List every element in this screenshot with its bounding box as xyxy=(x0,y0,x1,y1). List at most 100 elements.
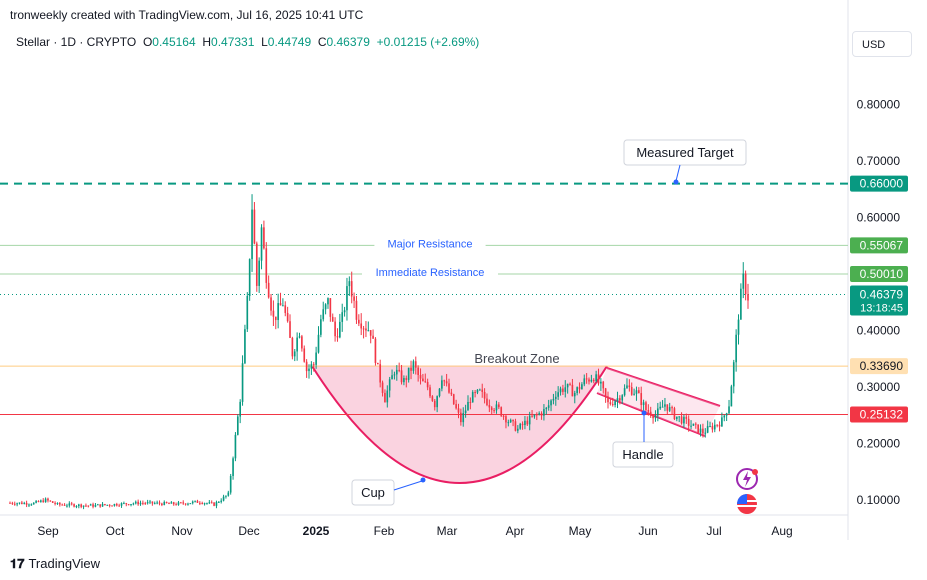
close-value: 0.46379 xyxy=(326,35,370,49)
y-tick-label: 0.40000 xyxy=(857,324,901,338)
handle-upper-line[interactable] xyxy=(606,367,721,407)
candle-body xyxy=(301,336,303,349)
candle-body xyxy=(265,248,268,283)
candle-body xyxy=(32,502,35,505)
candle-body xyxy=(44,498,47,503)
candle-body xyxy=(675,416,678,420)
candle-body xyxy=(645,402,647,410)
us-flag-icon[interactable] xyxy=(737,494,757,514)
candle-body xyxy=(35,501,37,503)
breakout-zone-label: Breakout Zone xyxy=(474,351,559,366)
candle-body xyxy=(144,503,147,505)
candle-body xyxy=(289,321,291,338)
level-price-tag xyxy=(850,358,908,375)
candle-body xyxy=(607,396,609,403)
candle-body xyxy=(28,504,30,506)
candle-body xyxy=(393,374,396,376)
candle-body xyxy=(457,408,460,413)
candle-body xyxy=(642,402,645,406)
lightning-badge-icon[interactable] xyxy=(736,468,758,490)
price-axis[interactable]: 0.800000.700000.600000.500000.400000.300… xyxy=(850,98,908,508)
candle-body xyxy=(161,503,163,505)
measured-target-label: Measured Target xyxy=(636,145,734,160)
cup-dot xyxy=(420,477,426,483)
x-tick-label: Aug xyxy=(771,524,792,538)
candle-body xyxy=(713,424,716,430)
candle-body xyxy=(305,361,308,372)
candle-body xyxy=(303,348,306,362)
time-axis[interactable]: Sep Oct Nov Dec 2025 Feb Mar Apr May Jun Jul Aug xyxy=(37,524,792,538)
tradingview-logo-icon: 𝟏𝟕 xyxy=(10,556,25,571)
candle-body xyxy=(450,392,453,395)
candle-body xyxy=(474,392,476,394)
candle-body xyxy=(315,352,317,365)
candle-body xyxy=(486,398,488,406)
candle-body xyxy=(422,378,424,382)
candle-body xyxy=(184,503,187,505)
candle-body xyxy=(217,501,220,503)
open-label: O xyxy=(142,35,153,49)
candle-body xyxy=(550,400,552,406)
candle-body xyxy=(448,383,450,393)
candle-body xyxy=(540,413,543,416)
candle-body xyxy=(571,384,574,397)
candle-body xyxy=(400,370,403,383)
candle-body xyxy=(194,500,196,502)
candle-body xyxy=(59,503,61,505)
candle-body xyxy=(346,286,348,311)
candle-body xyxy=(547,405,550,408)
candle-body xyxy=(516,428,519,431)
candle-body xyxy=(312,364,315,366)
candle-body xyxy=(229,475,232,493)
x-tick-label: Feb xyxy=(374,524,395,538)
candle-body xyxy=(417,367,419,376)
footer-brand[interactable]: 𝟏𝟕 TradingView xyxy=(10,556,100,572)
current-price-label: 0.46379 xyxy=(860,287,904,301)
candle-body xyxy=(552,398,555,401)
candle-body xyxy=(640,393,643,406)
x-tick-label: Mar xyxy=(437,524,458,538)
candle-body xyxy=(718,424,721,427)
measured-target-annotation[interactable]: Measured Target xyxy=(623,139,747,185)
y-tick-label: 0.70000 xyxy=(857,154,901,168)
cup-curve[interactable] xyxy=(311,365,608,484)
candle-body xyxy=(554,396,557,399)
candle-body xyxy=(317,334,320,353)
level-price-tag xyxy=(850,175,908,192)
candle-body xyxy=(9,502,11,504)
candle-body xyxy=(68,503,71,506)
candle-body xyxy=(562,388,564,392)
cup-annotation[interactable]: Cup xyxy=(351,477,426,506)
levels-layer: Major Resistance Immediate Resistance xyxy=(0,182,848,416)
candle-body xyxy=(483,391,486,399)
x-tick-label: Oct xyxy=(106,524,125,538)
candle-body xyxy=(583,378,586,385)
candle-body xyxy=(331,316,334,322)
x-tick-label: Jun xyxy=(638,524,657,538)
currency-button[interactable]: USD xyxy=(852,31,912,57)
candle-body xyxy=(488,405,491,408)
candle-body xyxy=(505,416,507,423)
handle-annotation[interactable]: Handle xyxy=(612,410,674,468)
symbol-label[interactable]: Stellar · 1D · CRYPTO xyxy=(16,35,137,49)
candle-body xyxy=(704,432,707,434)
candle-body xyxy=(566,383,569,388)
candle-body xyxy=(545,407,548,410)
candle-body xyxy=(403,378,405,383)
candle-body xyxy=(343,310,346,313)
candle-body xyxy=(576,387,578,393)
footer-brand-label: TradingView xyxy=(28,556,101,571)
level-annotation-label: Immediate Resistance xyxy=(376,267,485,279)
candles-layer xyxy=(9,194,749,510)
candle-body xyxy=(182,502,185,504)
candle-body xyxy=(664,404,666,407)
candle-body xyxy=(678,416,681,418)
candle-body xyxy=(597,374,600,384)
candle-body xyxy=(37,501,40,503)
candle-body xyxy=(666,404,669,411)
low-value: 0.44749 xyxy=(267,35,312,49)
candle-body xyxy=(429,387,431,397)
candle-body xyxy=(744,273,747,295)
candle-body xyxy=(464,410,467,414)
